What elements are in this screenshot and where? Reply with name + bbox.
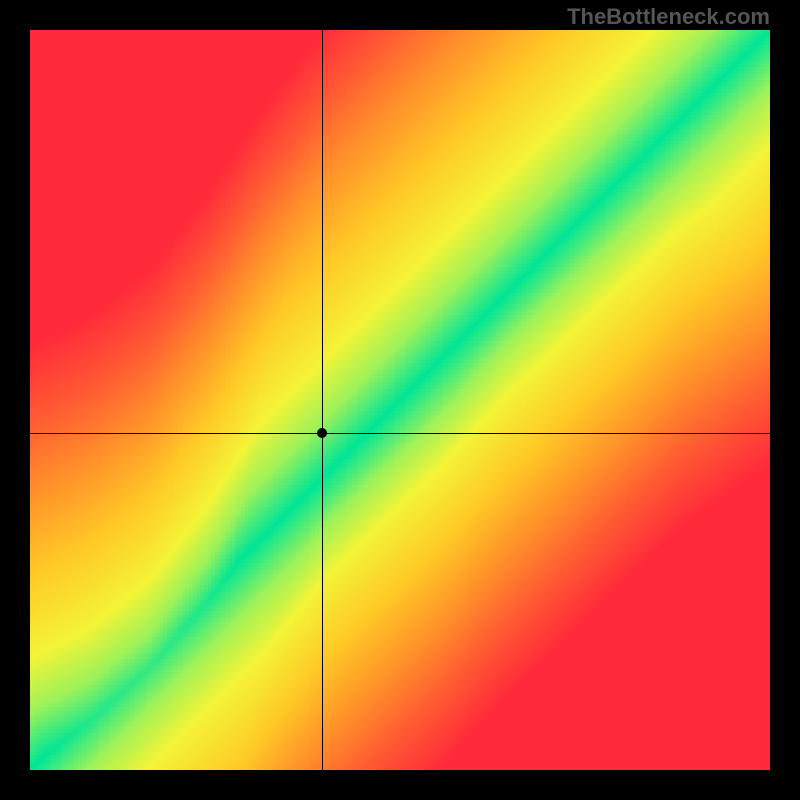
crosshair-horizontal <box>30 433 770 434</box>
bottleneck-heatmap <box>30 30 770 770</box>
plot-area <box>30 30 770 770</box>
watermark-label: TheBottleneck.com <box>567 4 770 30</box>
crosshair-vertical <box>322 30 323 770</box>
crosshair-marker-dot <box>317 428 327 438</box>
